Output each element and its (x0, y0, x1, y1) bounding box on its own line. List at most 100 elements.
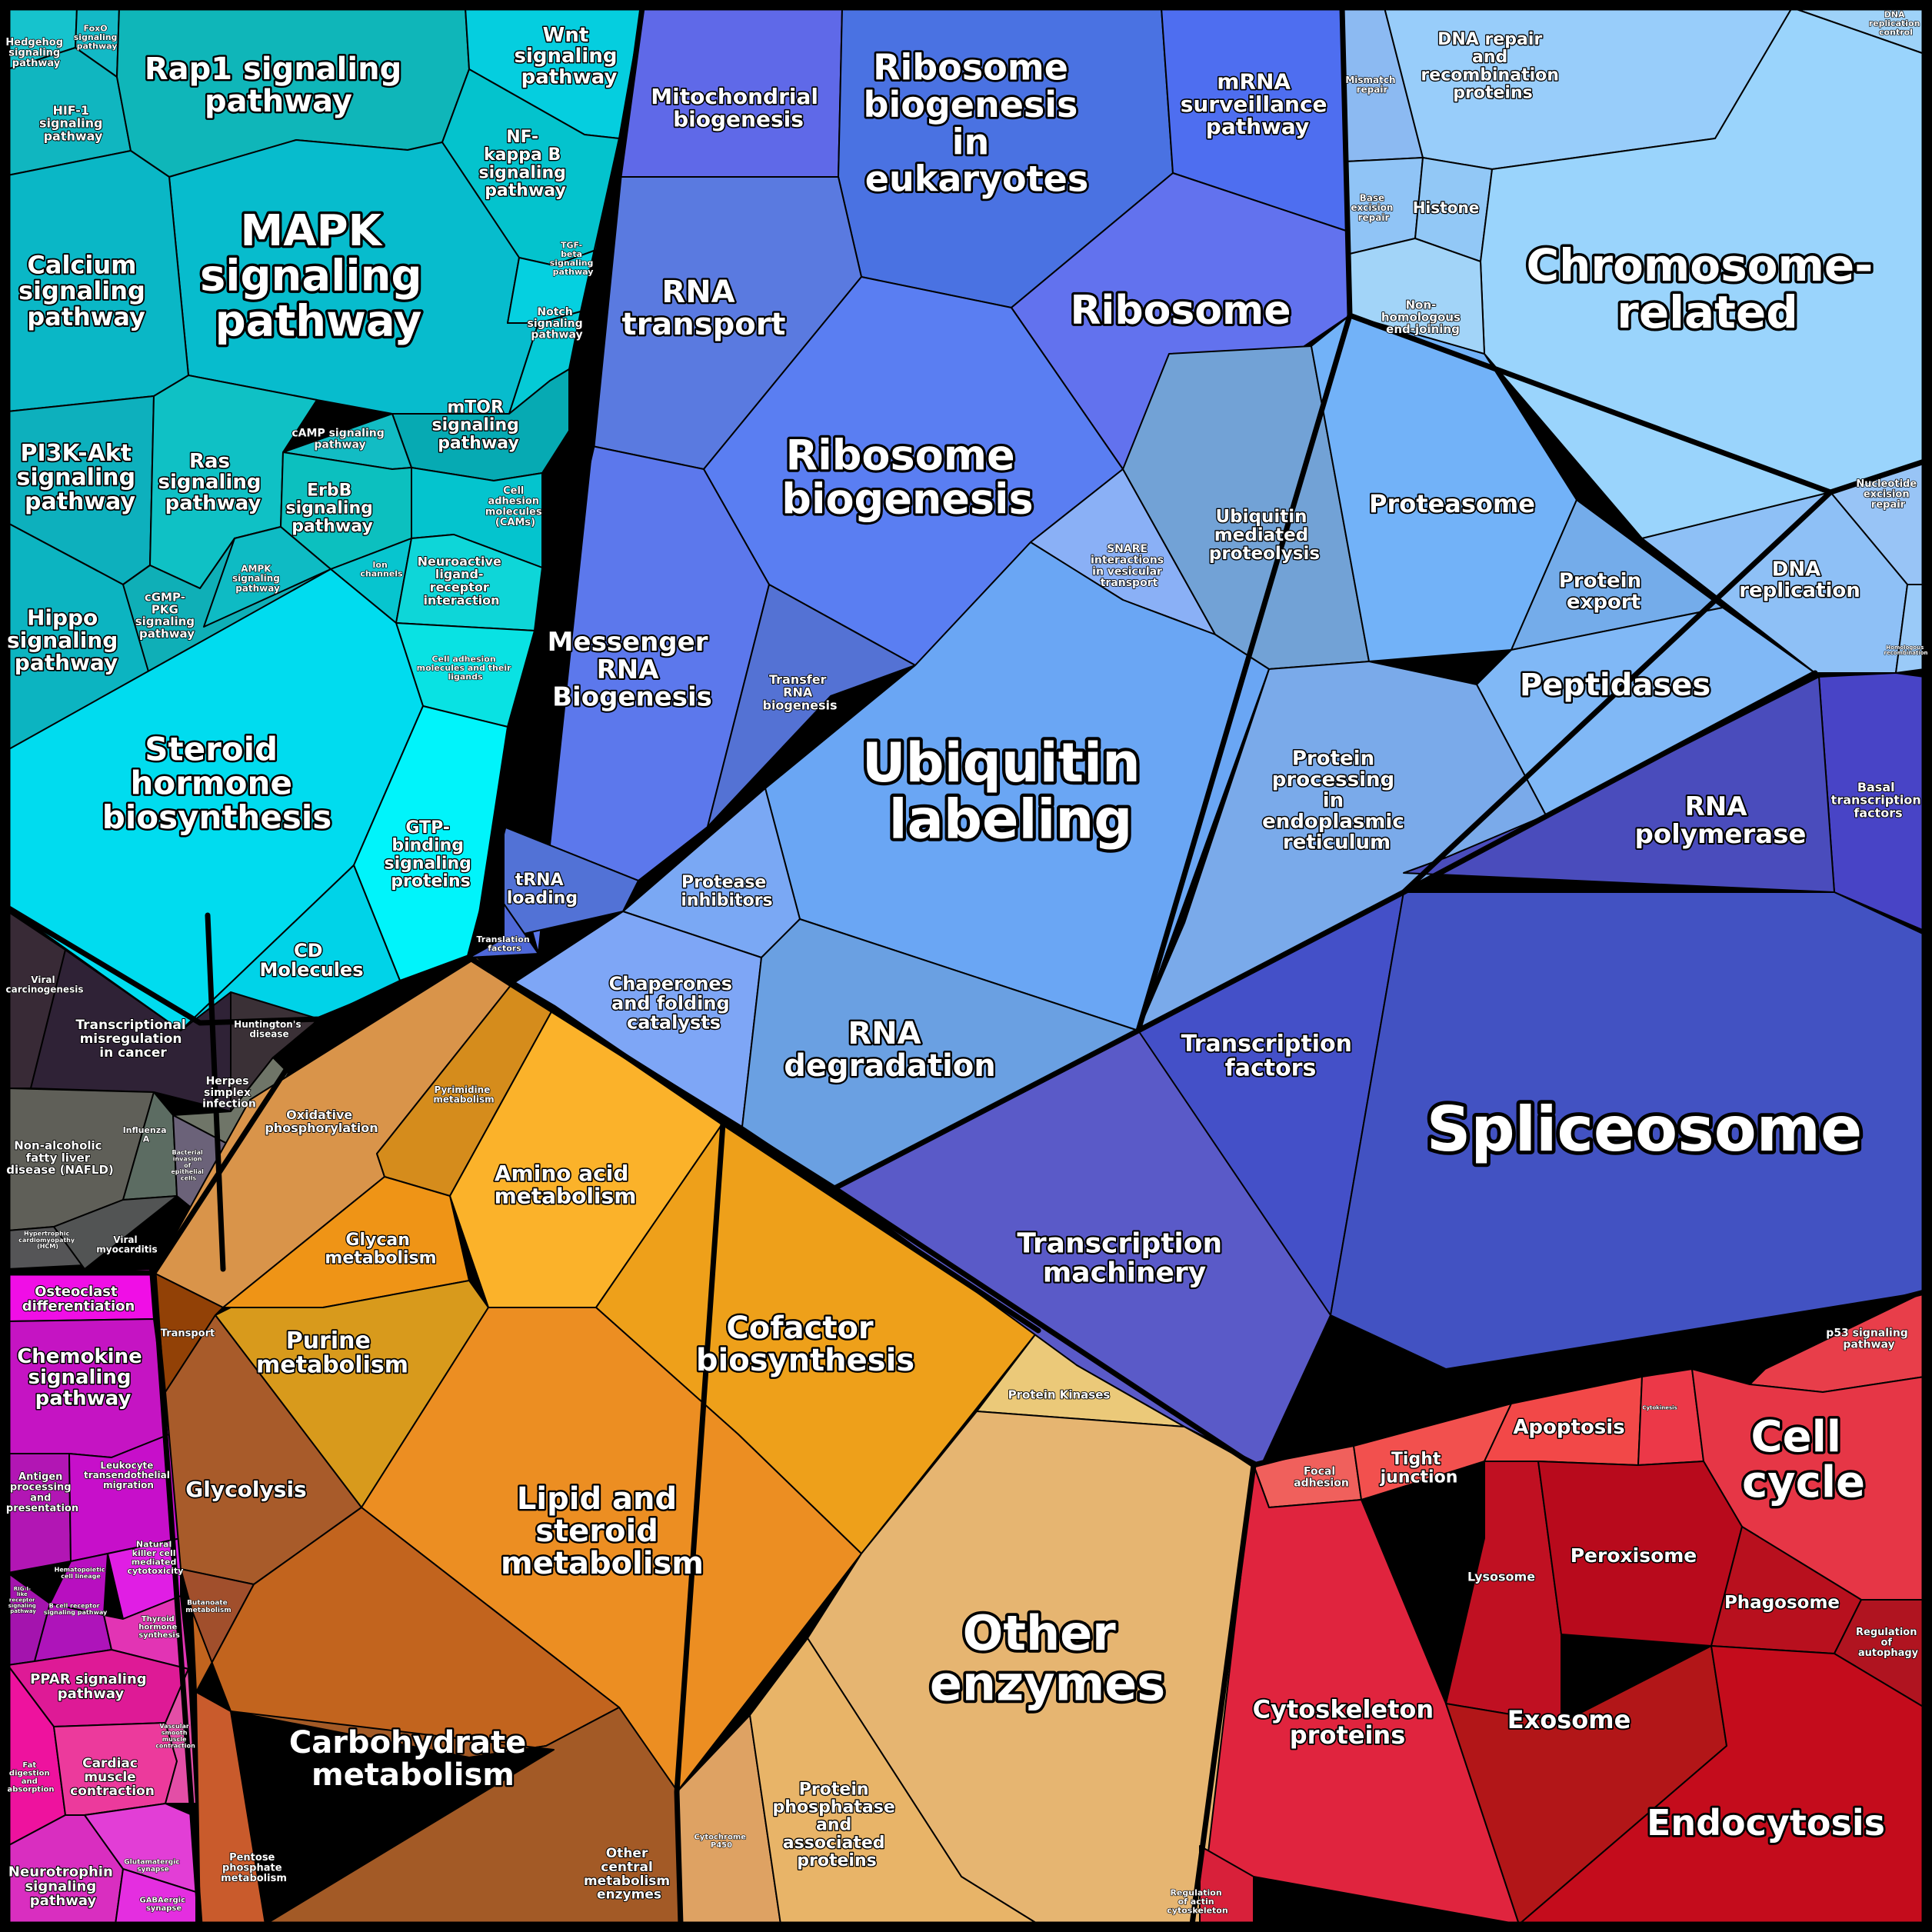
label-protease-inhibitors: Protease inhibitors (681, 873, 772, 910)
label-cardiac-muscle-contraction: Cardiac muscle contraction (70, 1756, 155, 1799)
label-peptidases: Peptidases (1520, 668, 1710, 703)
label-hypertrophic-cardiomyopathy-hcm: Hypertrophic cardiomyopathy (HCM) (18, 1230, 77, 1250)
label-nf-kappa-b-signaling-pathway: NF- kappa B signaling pathway (478, 128, 571, 200)
label-cell-adhesion-molecules-and-their-ligands: Cell adhesion molecules and their ligand… (417, 654, 515, 681)
label-protein-export: Protein export (1559, 569, 1648, 613)
label-purine-metabolism: Purine metabolism (256, 1327, 408, 1379)
label-translation-factors: Translation factors (477, 934, 533, 954)
label-ampk-signaling-pathway: AMPK signaling pathway (232, 564, 283, 594)
label-glutamatergic-synapse: Glutamatergic synapse (124, 1858, 182, 1873)
group-boundary (1339, 5, 1353, 318)
label-cell-adhesion-molecules-cams: Cell adhesion molecules (CAMs) (485, 485, 545, 528)
group-boundary (5, 5, 1927, 1927)
label-endocytosis: Endocytosis (1647, 1802, 1885, 1844)
label-camp-signaling-pathway: cAMP signaling pathway (291, 428, 388, 451)
label-cell-cycle: Cell cycle (1742, 1412, 1865, 1507)
label-messenger-rna-biogenesis: Messenger RNA Biogenesis (548, 627, 718, 712)
label-glycolysis: Glycolysis (185, 1477, 306, 1502)
label-apoptosis: Apoptosis (1513, 1416, 1624, 1439)
label-other-enzymes: Other enzymes (930, 1605, 1165, 1711)
label-carbohydrate-metabolism: Carbohydrate metabolism (289, 1725, 537, 1793)
label-ubiquitin-mediated-proteolysis: Ubiquitin mediated proteolysis (1209, 507, 1320, 564)
label-herpes-simplex-infection: Herpes simplex infection (202, 1075, 256, 1110)
label-notch-signaling-pathway: Notch signaling pathway (527, 306, 586, 341)
label-gabaergic-synapse: GABAergic synapse (139, 1896, 188, 1913)
group-boundary (1401, 670, 1818, 895)
label-ribosome-biogenesis: Ribosome biogenesis (781, 431, 1033, 524)
cell-translation-factors (468, 903, 539, 958)
label-ribosome-biogenesis-in-eukaryotes: Ribosome biogenesis in eukaryotes (864, 47, 1091, 200)
label-b-cell-receptor-signaling-pathway: B cell receptor signaling pathway (44, 1603, 108, 1616)
label-cytochrome-p450: Cytochrome P450 (694, 1833, 748, 1850)
label-mitochondrial-biogenesis: Mitochondrial biogenesis (651, 84, 825, 132)
label-erbb-signaling-pathway: ErbB signaling pathway (285, 481, 378, 536)
cell-protein-phosphatase-and-associated-proteins (749, 1637, 1039, 1925)
label-transfer-rna-biogenesis: Transfer RNA biogenesis (762, 672, 837, 713)
label-chemokine-signaling-pathway: Chemokine signaling pathway (17, 1345, 149, 1411)
label-oxidative-phosphorylation: Oxidative phosphorylation (265, 1108, 378, 1135)
label-homologous-recombination: Homologous recombination (1884, 645, 1927, 656)
label-trna-loading: tRNA loading (507, 871, 578, 908)
label-hedgehog-signaling-pathway: Hedgehog signaling pathway (5, 37, 66, 69)
label-protein-kinases: Protein Kinases (1008, 1387, 1111, 1401)
label-histone: Histone (1413, 198, 1480, 217)
group-boundary (674, 1120, 1041, 1927)
label-other-central-metabolism-enzymes: Other central metabolism enzymes (584, 1846, 675, 1903)
label-focal-adhesion: Focal adhesion (1294, 1466, 1349, 1490)
label-protein-processing-in-endoplasmic-reticulum: Protein processing in endoplasmic reticu… (1262, 748, 1411, 854)
label-regulation-of-autophagy: Regulation of autophagy (1856, 1627, 1920, 1659)
label-transport: Transport (161, 1328, 215, 1340)
label-chromosome-related: Chromosome- related (1527, 239, 1889, 338)
label-protein-phosphatase-and-associated-proteins: Protein phosphatase and associated prote… (773, 1780, 901, 1870)
label-proteasome: Proteasome (1369, 489, 1535, 518)
label-regulation-of-actin-cytoskeleton: Regulation of actin cytoskeleton (1167, 1887, 1227, 1915)
label-cd-molecules: CD Molecules (260, 940, 364, 981)
label-neuroactive-ligand-receptor-interaction: Neuroactive ligand- receptor interaction (418, 554, 506, 607)
label-mismatch-repair: Mismatch repair (1345, 75, 1398, 95)
label-mtor-signaling-pathway: mTOR signaling pathway (431, 398, 525, 453)
label-calcium-signaling-pathway: Calcium signaling pathway (18, 251, 154, 331)
label-transcription-machinery: Transcription machinery (1017, 1228, 1231, 1289)
label-cofactor-biosynthesis: Cofactor biosynthesis (696, 1311, 914, 1378)
label-transcription-factors: Transcription factors (1181, 1031, 1361, 1082)
label-hippo-signaling-pathway: Hippo signaling pathway (7, 605, 125, 675)
label-lysosome: Lysosome (1467, 1570, 1535, 1584)
label-pyrimidine-metabolism: Pyrimidine metabolism (433, 1084, 494, 1105)
label-exosome: Exosome (1507, 1705, 1631, 1734)
label-tgf-beta-signaling-pathway: TGF- beta signaling pathway (550, 241, 597, 278)
label-butanoate-metabolism: Butanoate metabolism (185, 1599, 231, 1614)
cell-transfer-rna-biogenesis (707, 584, 916, 828)
label-mrna-surveillance-pathway: mRNA surveillance pathway (1181, 68, 1335, 139)
label-pentose-phosphate-metabolism: Pentose phosphate metabolism (221, 1852, 287, 1884)
label-pi3k-akt-signaling-pathway: PI3K-Akt signaling pathway (16, 440, 143, 515)
label-rig-i-like-receptor-signaling-pathway: RIG-I- like receptor signaling pathway (8, 1586, 38, 1614)
label-p53-signaling-pathway: p53 signaling pathway (1826, 1327, 1911, 1351)
label-ppar-signaling-pathway: PPAR signaling pathway (30, 1671, 152, 1702)
cell-thyroid-hormone-synthesis (103, 1595, 189, 1670)
label-rna-degradation: RNA degradation (784, 1016, 996, 1084)
label-ribosome: Ribosome (1071, 288, 1291, 334)
group-boundary (151, 1270, 203, 1927)
label-ras-signaling-pathway: Ras signaling pathway (158, 450, 268, 515)
label-tight-junction: Tight junction (1380, 1450, 1458, 1487)
label-nucleotide-excision-repair: Nucleotide excision repair (1856, 478, 1920, 511)
label-fat-digestion-and-absorption: Fat digestion and absorption (7, 1761, 54, 1794)
label-dna-repair-and-recombination-proteins: DNA repair and recombination proteins (1421, 30, 1564, 102)
label-neurotrophin-signaling-pathway: Neurotrophin signaling pathway (8, 1864, 118, 1909)
label-osteoclast-differentiation: Osteoclast differentiation (22, 1284, 135, 1314)
label-spliceosome: Spliceosome (1427, 1094, 1863, 1165)
label-gtp-binding-signaling-proteins: GTP- binding signaling proteins (384, 818, 477, 891)
label-transcriptional-misregulation-in-cancer: Transcriptional misregulation in cancer (75, 1018, 190, 1061)
label-rna-transport: RNA transport (621, 275, 785, 342)
label-viral-carcinogenesis: Viral carcinogenesis (6, 974, 84, 995)
label-ion-channels: Ion channels (360, 560, 403, 579)
label-natural-killer-cell-mediated-cytotoxicity: Natural killer cell mediated cytotoxicit… (128, 1540, 184, 1577)
label-bacterial-invasion-of-epithelial-cells: Bacterial invasion of epithelial cells (171, 1149, 205, 1182)
group-boundary (1251, 1289, 1927, 1468)
label-non-homologous-end-joining: Non- homologous end-joining (1381, 298, 1464, 337)
cell-gtp-binding-signaling-proteins (353, 705, 508, 981)
label-vascular-smooth-muscle-contraction: Vascular smooth muscle contraction (155, 1723, 195, 1749)
label-dna-replication: DNA replication (1739, 558, 1860, 601)
cell-neuroactive-ligand-receptor-interaction (395, 534, 543, 631)
